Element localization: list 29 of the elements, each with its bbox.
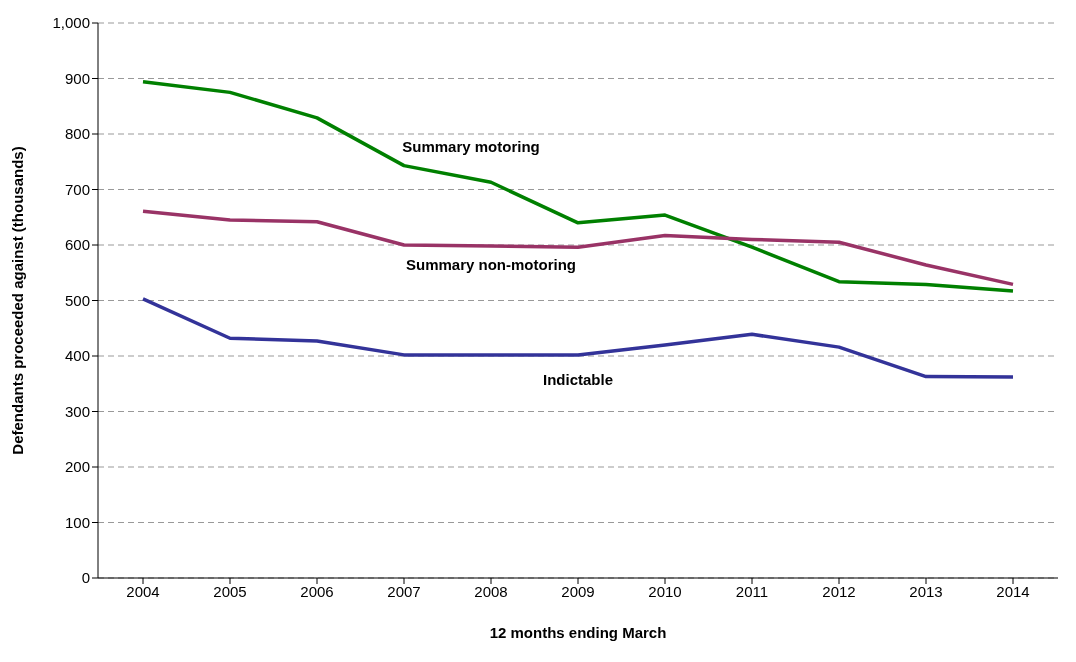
x-tick-label: 2004 — [126, 582, 160, 600]
y-tick-label: 900 — [64, 69, 90, 87]
x-tick-label: 2007 — [387, 582, 421, 600]
x-tick-label: 2009 — [561, 582, 595, 600]
y-tick-label: 100 — [64, 513, 90, 531]
y-tick-label: 1,000 — [52, 14, 90, 32]
x-tick-label: 2010 — [648, 582, 682, 600]
series-label: Summary motoring — [402, 138, 540, 156]
y-tick-label: 0 — [81, 569, 90, 587]
y-tick-label: 300 — [64, 402, 90, 420]
y-tick-label: 700 — [64, 180, 90, 198]
x-tick-label: 2012 — [822, 582, 856, 600]
x-tick-label: 2011 — [735, 582, 769, 600]
y-tick-label: 400 — [64, 347, 90, 365]
y-tick-label: 600 — [64, 236, 90, 254]
x-axis-title: 12 months ending March — [489, 624, 667, 641]
y-tick-label: 200 — [64, 458, 90, 476]
y-tick-label: 500 — [64, 291, 90, 309]
x-tick-label: 2013 — [909, 582, 943, 600]
line-series — [141, 80, 1015, 293]
series-label: Summary non-motoring — [405, 256, 577, 274]
series-label: Indictable — [542, 370, 614, 388]
x-tick-label: 2006 — [300, 582, 334, 600]
x-tick-label: 2014 — [996, 582, 1030, 600]
y-tick-label: 800 — [64, 125, 90, 143]
x-tick-label: 2005 — [213, 582, 247, 600]
x-tick-label: 2008 — [474, 582, 508, 600]
line-series — [141, 209, 1015, 287]
y-axis-title: Defendants proceeded against (thousands) — [9, 146, 27, 455]
